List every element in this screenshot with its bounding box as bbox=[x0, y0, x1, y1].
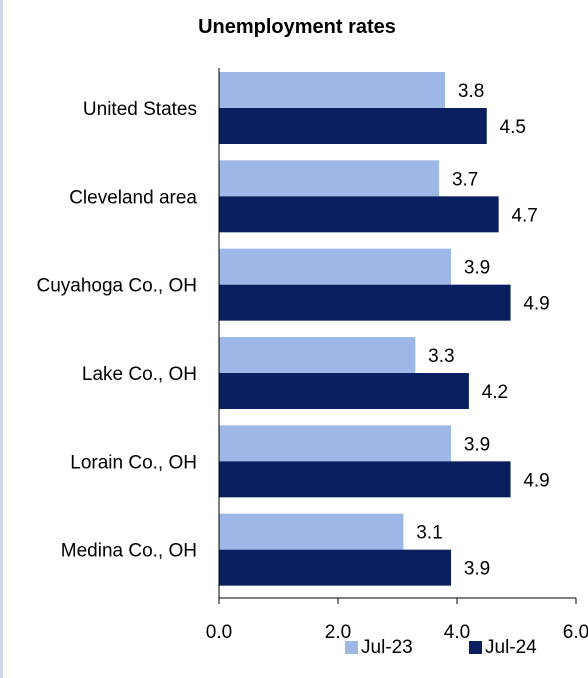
bar-jul-23 bbox=[219, 513, 404, 550]
bar-value-label: 3.9 bbox=[464, 559, 490, 580]
category-label: Cuyahoga Co., OH bbox=[36, 276, 197, 297]
legend-label: Jul-24 bbox=[485, 637, 537, 658]
bar-jul-24 bbox=[219, 373, 469, 409]
chart-title: Unemployment rates bbox=[198, 16, 396, 38]
bar-value-label: 4.5 bbox=[500, 117, 526, 138]
bar-jul-24 bbox=[219, 108, 487, 144]
bar-value-label: 4.7 bbox=[511, 205, 537, 226]
bar-jul-24 bbox=[219, 196, 499, 233]
bar-jul-23 bbox=[219, 160, 440, 197]
category-label: Lorain Co., OH bbox=[70, 452, 197, 473]
bar-jul-23 bbox=[219, 72, 446, 108]
category-label: United States bbox=[83, 99, 197, 120]
legend-swatch-jul-23 bbox=[345, 641, 358, 654]
bar-jul-24 bbox=[219, 284, 511, 321]
x-tick-label: 6.0 bbox=[563, 622, 588, 643]
bar-value-label: 3.3 bbox=[428, 346, 454, 367]
bar-jul-23 bbox=[219, 337, 416, 373]
category-label: Cleveland area bbox=[69, 187, 197, 208]
bar-jul-24 bbox=[219, 461, 511, 498]
category-label: Medina Co., OH bbox=[61, 541, 197, 562]
bar-jul-23 bbox=[219, 425, 452, 462]
legend-label: Jul-23 bbox=[361, 637, 413, 658]
bar-value-label: 4.9 bbox=[523, 294, 549, 315]
bar-jul-24 bbox=[219, 549, 452, 586]
bar-value-label: 3.9 bbox=[464, 434, 490, 455]
bar-value-label: 4.9 bbox=[523, 470, 549, 491]
bar-chart: 3.8 4.5 United States 3.7 4.7 Cleveland area 3… bbox=[36, 68, 588, 658]
bar-value-label: 4.2 bbox=[482, 382, 508, 403]
legend-swatch-jul-24 bbox=[469, 641, 482, 654]
bar-value-label: 3.1 bbox=[416, 523, 442, 544]
category-label: Lake Co., OH bbox=[82, 364, 197, 385]
x-tick-label: 2.0 bbox=[325, 622, 351, 643]
bar-value-label: 3.9 bbox=[464, 258, 490, 279]
bar-value-label: 3.8 bbox=[458, 81, 484, 102]
x-tick-label: 4.0 bbox=[444, 622, 470, 643]
bar-value-label: 3.7 bbox=[452, 169, 478, 190]
bar-jul-23 bbox=[219, 248, 452, 285]
x-tick-label: 0.0 bbox=[206, 622, 232, 643]
